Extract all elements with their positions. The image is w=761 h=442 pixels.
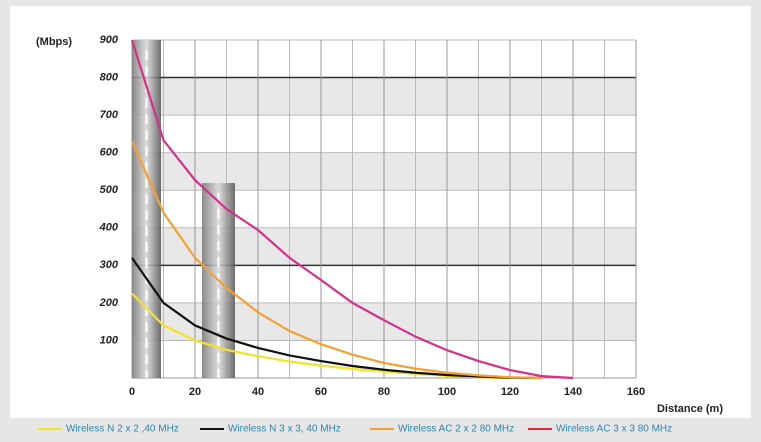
legend-label: Wireless AC 3 x 3 80 MHz: [556, 424, 672, 435]
y-tick-label: 800: [100, 71, 119, 83]
series-line: [131, 257, 542, 380]
y-tick-label: 300: [100, 259, 119, 271]
x-tick-label: 160: [627, 386, 645, 398]
y-tick-label: 500: [100, 184, 119, 196]
y-tick-label: 200: [99, 297, 119, 309]
cylinder: [132, 40, 161, 378]
x-tick-label: 60: [315, 386, 327, 398]
legend-label: Wireless N 3 x 3, 40 MHz: [228, 424, 341, 435]
y-tick-label: 100: [100, 334, 119, 346]
legend-label: Wireless AC 2 x 2 80 MHz: [398, 424, 514, 435]
series-line: [130, 39, 574, 380]
y-axis-label: (Mbps): [36, 36, 72, 48]
x-tick-label: 100: [438, 386, 456, 398]
y-tick-label: 900: [100, 34, 119, 46]
series-line: [130, 140, 542, 380]
x-tick-label: 140: [564, 386, 582, 398]
x-tick-label: 40: [252, 386, 264, 398]
x-tick-label: 20: [189, 386, 201, 398]
x-tick-label: 0: [129, 386, 135, 398]
y-tick-label: 700: [100, 109, 119, 121]
y-tick-label: 600: [100, 147, 119, 159]
x-tick-label: 120: [501, 386, 519, 398]
panel: [10, 6, 751, 418]
y-tick-label: 400: [99, 222, 119, 234]
x-tick-label: 80: [378, 386, 390, 398]
legend-label: Wireless N 2 x 2 ,40 MHz: [66, 424, 179, 435]
x-axis-label: Distance (m): [657, 403, 723, 415]
